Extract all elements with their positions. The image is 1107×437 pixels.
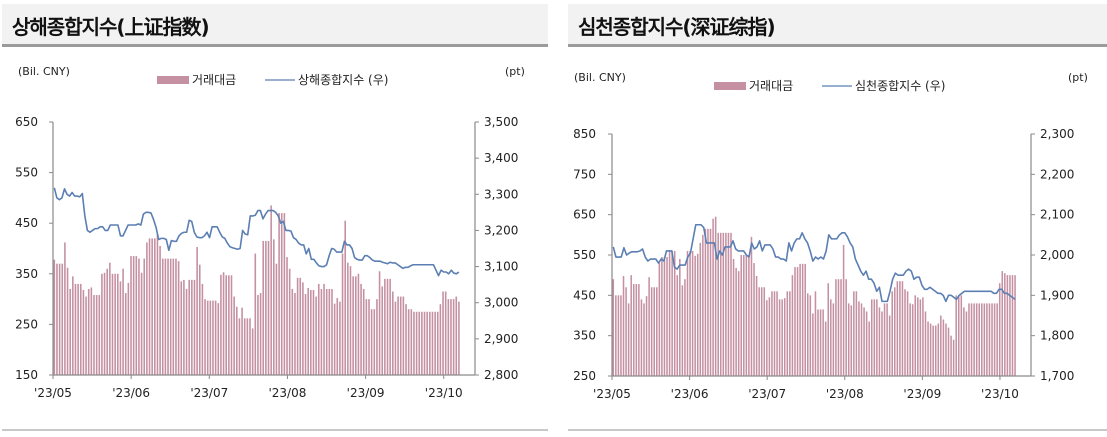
x-tick-label: '23/08 <box>826 387 864 401</box>
right-tick-label: 3,100 <box>484 260 518 274</box>
left-axis-unit: (Bil. CNY) <box>574 71 626 84</box>
left-tick-label: 550 <box>15 166 38 180</box>
legend-bar-swatch <box>714 82 746 90</box>
bar-series <box>53 205 460 375</box>
chart-title: 심천종합지수(深证综指) <box>578 15 776 39</box>
legend: 거래대금 상해종합지수 (우) <box>157 73 388 87</box>
chart-title: 상해종합지수(上证指数) <box>12 15 210 39</box>
right-tick-label: 2,100 <box>1040 208 1074 222</box>
x-tick-label: '23/10 <box>425 386 463 400</box>
right-tick-label: 3,400 <box>484 151 518 165</box>
x-tick-label: '23/07 <box>748 387 786 401</box>
legend-line-label: 상해종합지수 (우) <box>298 73 388 87</box>
left-tick-label: 850 <box>573 127 596 141</box>
right-axis-unit: (pt) <box>1068 71 1088 84</box>
left-tick-label: 350 <box>573 329 596 343</box>
right-tick-label: 2,900 <box>484 332 518 346</box>
x-tick-label: '23/06 <box>112 386 150 400</box>
shanghai-panel: 상해종합지수(上证指数) (Bil. CNY) (pt) 거래대금 상해종합지수 (우… <box>0 0 548 437</box>
x-tick-label: '23/09 <box>903 387 941 401</box>
right-tick-label: 3,500 <box>484 115 518 129</box>
legend-line-label: 심천종합지수 (우) <box>855 78 945 93</box>
divider <box>2 429 548 431</box>
legend-bar-swatch <box>157 76 189 84</box>
left-tick-label: 350 <box>15 267 38 281</box>
left-tick-label: 150 <box>15 368 38 382</box>
legend: 거래대금 심천종합지수 (우) <box>714 78 945 93</box>
left-tick-label: 650 <box>15 115 38 129</box>
left-tick-label: 450 <box>15 216 38 230</box>
right-tick-label: 3,300 <box>484 187 518 201</box>
title-bar: 상해종합지수(上证指数) <box>2 4 548 47</box>
title-bar: 심천종합지수(深证综指) <box>568 4 1107 47</box>
left-tick-label: 450 <box>573 288 596 302</box>
right-tick-label: 3,000 <box>484 296 518 310</box>
x-tick-label: '23/07 <box>190 386 228 400</box>
right-tick-label: 1,700 <box>1040 369 1074 383</box>
right-tick-label: 2,300 <box>1040 127 1074 141</box>
legend-bar-label: 거래대금 <box>749 79 793 93</box>
x-tick-label: '23/08 <box>268 386 306 400</box>
divider <box>568 429 1107 431</box>
left-tick-label: 650 <box>573 208 596 222</box>
left-axis-unit: (Bil. CNY) <box>18 65 70 78</box>
right-tick-label: 2,200 <box>1040 167 1074 181</box>
right-tick-label: 1,800 <box>1040 329 1074 343</box>
index-line <box>612 223 1016 303</box>
x-tick-label: '23/09 <box>347 386 385 400</box>
right-tick-label: 2,000 <box>1040 248 1074 262</box>
bar-series <box>612 216 1016 376</box>
right-axis-unit: (pt) <box>505 65 525 78</box>
x-tick-label: '23/05 <box>34 386 72 400</box>
right-tick-label: 2,800 <box>484 368 518 382</box>
legend-bar-label: 거래대금 <box>192 73 236 87</box>
right-tick-label: 1,900 <box>1040 288 1074 302</box>
x-tick-label: '23/10 <box>981 387 1019 401</box>
index-line <box>53 187 460 277</box>
x-tick-label: '23/06 <box>671 387 709 401</box>
x-tick-label: '23/05 <box>593 387 631 401</box>
shenzhen-panel: 심천종합지수(深证综指) (Bil. CNY) (pt) 거래대금 심천종합지수 (우… <box>566 0 1107 437</box>
left-tick-label: 750 <box>573 167 596 181</box>
shanghai-chart: (Bil. CNY) (pt) 거래대금 상해종합지수 (우) 650 550 450 350… <box>15 65 525 400</box>
shenzhen-chart: (Bil. CNY) (pt) 거래대금 심천종합지수 (우) 850 750 650 550… <box>573 71 1088 401</box>
left-tick-label: 250 <box>15 317 38 331</box>
left-tick-label: 250 <box>573 369 596 383</box>
right-tick-label: 3,200 <box>484 223 518 237</box>
left-tick-label: 550 <box>573 248 596 262</box>
